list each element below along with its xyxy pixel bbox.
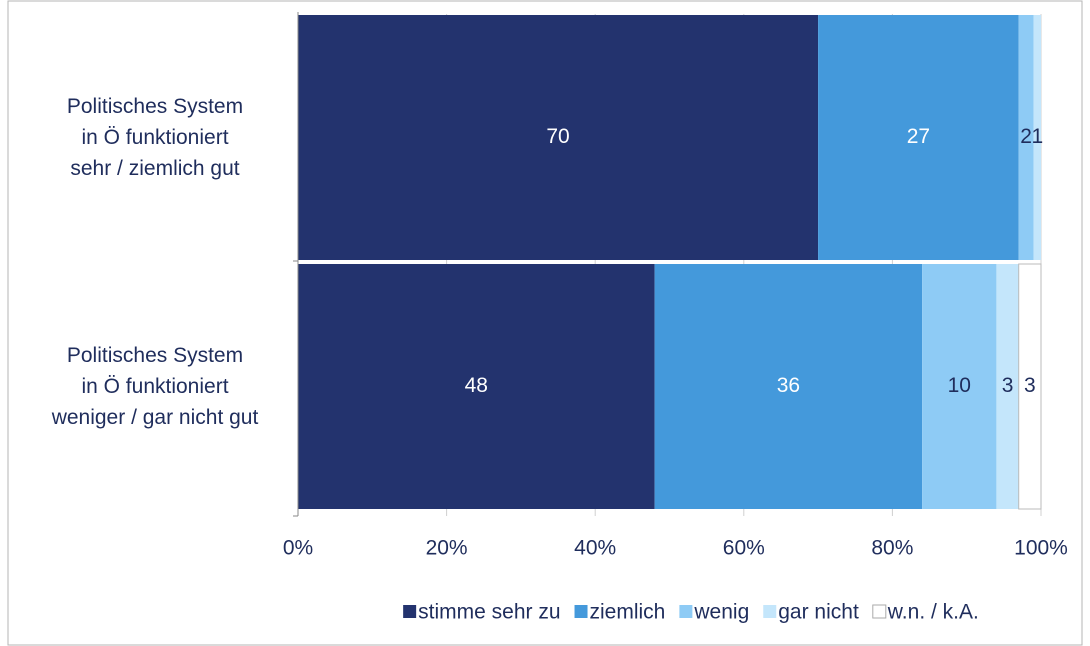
data-label: 2	[1020, 125, 1032, 148]
legend-label: wenig	[693, 601, 749, 624]
data-label: 36	[777, 374, 800, 397]
bar-segment	[1018, 263, 1042, 510]
bar-segment	[818, 15, 1019, 260]
x-tick-label: 100%	[1014, 537, 1068, 560]
legend-swatch	[679, 605, 693, 618]
legend-swatch	[574, 605, 588, 618]
bar-segment	[298, 15, 819, 260]
legend-swatch	[403, 605, 417, 618]
legend-label: stimme sehr zu	[418, 601, 560, 624]
legend-label: w.n. / k.A.	[887, 601, 979, 624]
bar-segment	[298, 264, 655, 509]
data-label: 70	[546, 125, 569, 148]
frame	[7, 0, 1083, 646]
legend-label: ziemlich	[590, 601, 666, 624]
data-label: 10	[948, 374, 971, 397]
data-label: 1	[1031, 125, 1043, 148]
x-tick-label: 0%	[283, 537, 313, 560]
x-tick-label: 40%	[574, 537, 616, 560]
legend-label: gar nicht	[778, 601, 859, 624]
x-tick-label: 20%	[426, 537, 468, 560]
data-label: 48	[465, 374, 488, 397]
x-tick-label: 80%	[871, 537, 913, 560]
data-label: 27	[907, 125, 930, 148]
bar-segment	[922, 264, 997, 509]
data-label: 3	[1024, 374, 1036, 397]
category-label: Politisches System in Ö funktioniert wen…	[51, 343, 259, 429]
bar-segment	[1018, 15, 1034, 260]
bar-segment	[996, 264, 1019, 509]
category-label: Politisches System in Ö funktioniert seh…	[66, 94, 244, 180]
legend-swatch	[872, 604, 887, 619]
legend-swatch	[763, 605, 777, 618]
data-label: 3	[1002, 374, 1014, 397]
x-tick-label: 60%	[723, 537, 765, 560]
bar-segment	[654, 264, 923, 509]
bar-segment	[1033, 15, 1041, 260]
